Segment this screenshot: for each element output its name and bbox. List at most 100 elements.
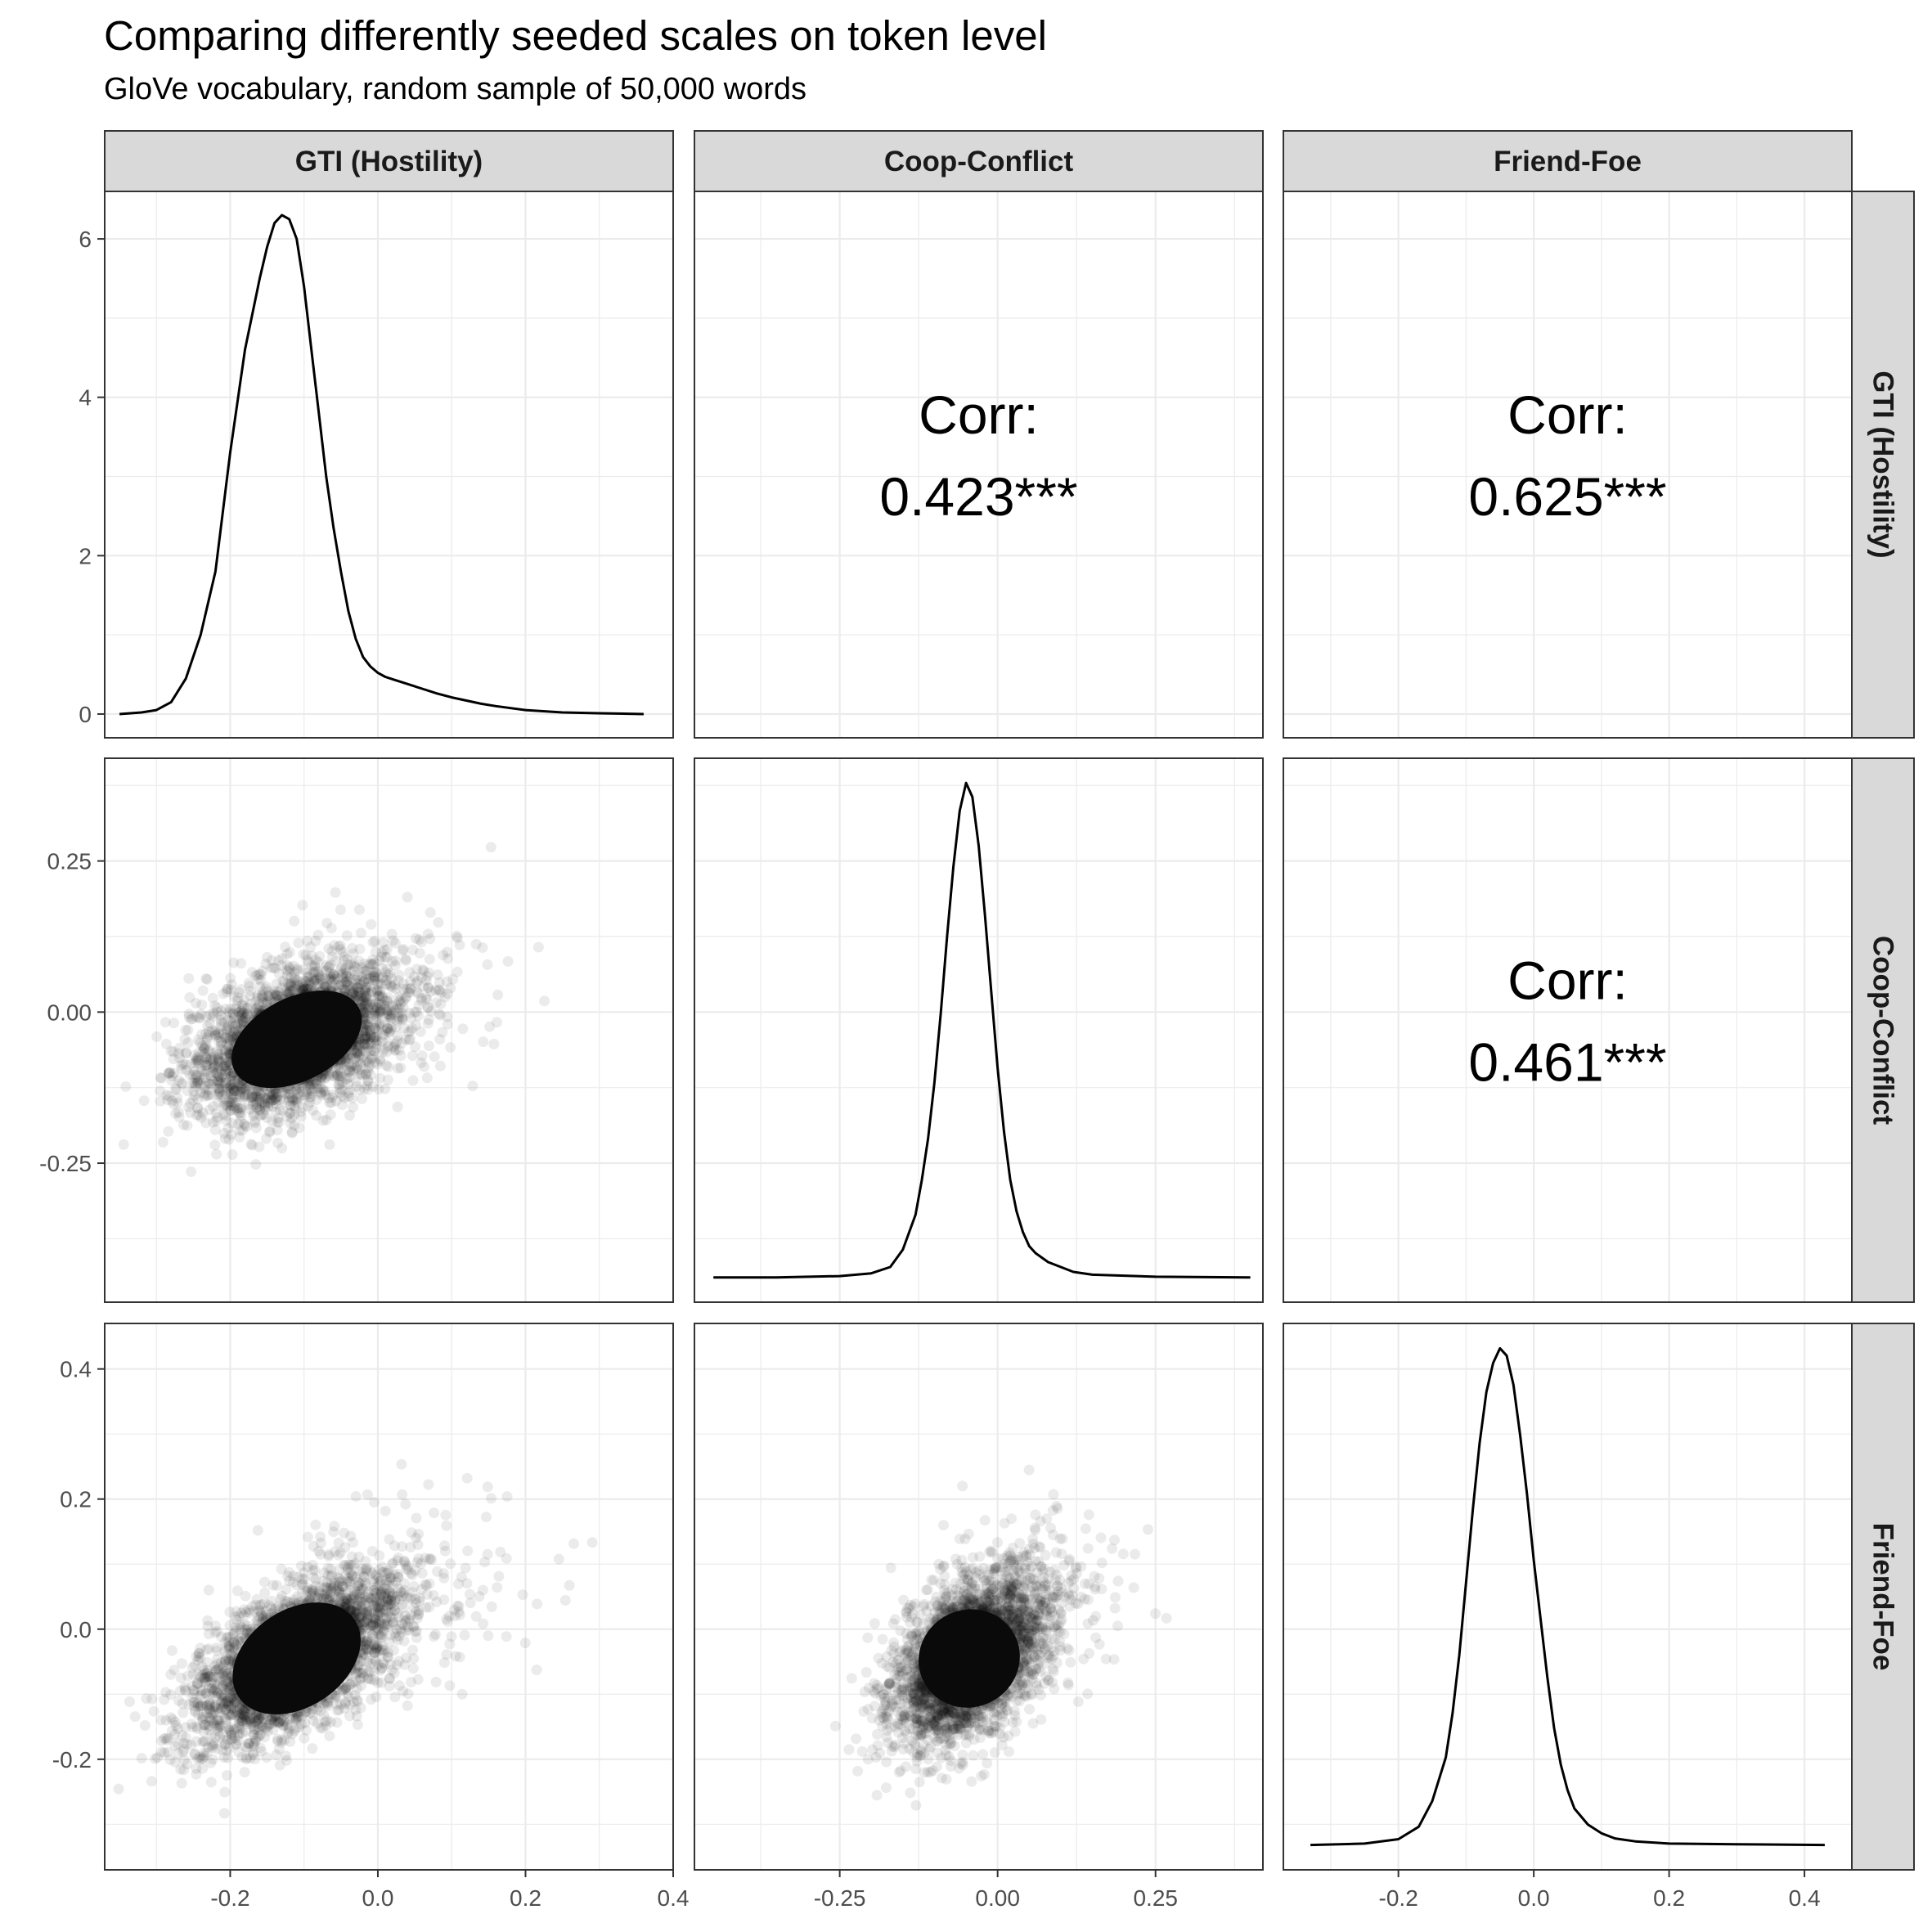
scatter-point — [320, 1072, 331, 1083]
scatter-point — [398, 1022, 410, 1034]
scatter-point — [366, 986, 377, 997]
scatter-point — [308, 1078, 319, 1090]
density-curve — [713, 781, 1251, 1279]
scatter-point — [256, 1720, 267, 1731]
scatter-point — [333, 1079, 344, 1090]
scatter-point — [218, 1128, 230, 1139]
scatter-point — [261, 981, 272, 992]
scatter-point — [160, 1732, 172, 1744]
scatter-point — [341, 976, 353, 987]
scatter-point — [273, 968, 285, 979]
scatter-point — [354, 1057, 366, 1068]
scatter-point — [294, 1122, 305, 1134]
scatter-point — [252, 969, 263, 981]
scatter-point — [366, 1045, 376, 1057]
scatter-point — [276, 953, 288, 964]
scatter-point — [330, 887, 341, 898]
scatter-point — [318, 1086, 330, 1098]
scatter-point — [216, 1091, 227, 1103]
scatter-point — [290, 1103, 301, 1114]
scatter-point — [245, 1716, 256, 1728]
scatter-point — [432, 969, 443, 981]
column-strip-label: GTI (Hostility) — [295, 146, 483, 177]
scatter-point — [249, 1116, 260, 1127]
scatter-point — [361, 998, 372, 1009]
scatter-point — [413, 1000, 425, 1011]
scatter-point — [231, 1024, 242, 1036]
scatter-point — [338, 955, 349, 966]
scatter-point — [335, 1064, 346, 1076]
scatter-point — [204, 1009, 216, 1021]
scatter-point — [406, 1527, 417, 1539]
scatter-point — [355, 928, 366, 939]
scatter-point — [225, 973, 236, 984]
scatter-point — [363, 988, 375, 999]
scatter-point — [348, 958, 359, 969]
scatter-point — [211, 1654, 222, 1665]
scatter-point — [251, 1002, 263, 1013]
correlation-value: 0.461*** — [1468, 1032, 1666, 1093]
panel-gti-hostility-vs-gti-hostility — [104, 191, 674, 739]
scatter-point — [539, 995, 550, 1007]
scatter-point — [236, 1015, 248, 1027]
scatter-point — [363, 1062, 374, 1073]
scatter-point — [385, 981, 397, 992]
scatter-point — [344, 1058, 355, 1069]
scatter-point — [374, 1006, 385, 1018]
scatter-point — [237, 1013, 249, 1024]
scatter-point — [339, 1597, 351, 1607]
scatter-point — [218, 1666, 230, 1678]
scatter-point — [355, 1680, 366, 1692]
scatter-point — [383, 1567, 394, 1579]
scatter-point — [381, 964, 393, 974]
scatter-point — [502, 955, 514, 967]
scatter-point — [301, 1080, 312, 1091]
scatter-point — [248, 1108, 259, 1119]
panel-grid — [105, 1323, 673, 1870]
scatter-point — [316, 1087, 327, 1098]
scatter-point — [303, 956, 314, 968]
scatter-point — [423, 982, 434, 993]
scatter-point — [355, 1067, 366, 1079]
scatter-point — [344, 1575, 356, 1587]
scatter-point — [205, 1078, 217, 1090]
scatter-point — [187, 1094, 199, 1106]
scatter-point — [195, 1078, 206, 1090]
scatter-point — [373, 1572, 384, 1584]
scatter-point — [306, 1085, 317, 1097]
scatter-point — [365, 973, 376, 984]
scatter-point — [392, 1015, 403, 1027]
scatter-point — [296, 1711, 308, 1723]
scatter-point — [319, 1085, 330, 1096]
column-strip-background — [1283, 130, 1853, 192]
scatter-point — [213, 1097, 224, 1108]
scatter-point — [435, 998, 447, 1009]
scatter-point — [223, 1056, 235, 1067]
scatter-point — [322, 1585, 334, 1597]
scatter-point — [312, 957, 324, 968]
scatter-point — [361, 1025, 372, 1036]
scatter-point — [289, 915, 300, 927]
scatter-point — [281, 964, 293, 976]
scatter-point — [410, 932, 421, 944]
row-strip-label: Friend-Foe — [1867, 1523, 1899, 1671]
scatter-point — [193, 1058, 204, 1069]
scatter-point — [343, 1559, 354, 1570]
scatter-point — [501, 1552, 512, 1564]
scatter-point — [356, 1603, 367, 1615]
scatter-point — [254, 1600, 266, 1611]
scatter-point — [383, 1647, 394, 1658]
scatter-point — [195, 1701, 206, 1711]
scatter-point — [383, 992, 394, 1004]
scatter-point — [517, 1589, 528, 1601]
scatter-point — [182, 1085, 193, 1097]
scatter-point — [384, 1599, 395, 1611]
scatter-point — [155, 1072, 166, 1083]
scatter-point — [409, 971, 420, 982]
scatter-point — [188, 1077, 200, 1089]
scatter-point — [358, 1571, 370, 1583]
scatter-point — [328, 968, 339, 980]
scatter-point — [359, 1033, 371, 1045]
scatter-point — [272, 1716, 284, 1728]
scatter-point — [192, 1094, 204, 1105]
